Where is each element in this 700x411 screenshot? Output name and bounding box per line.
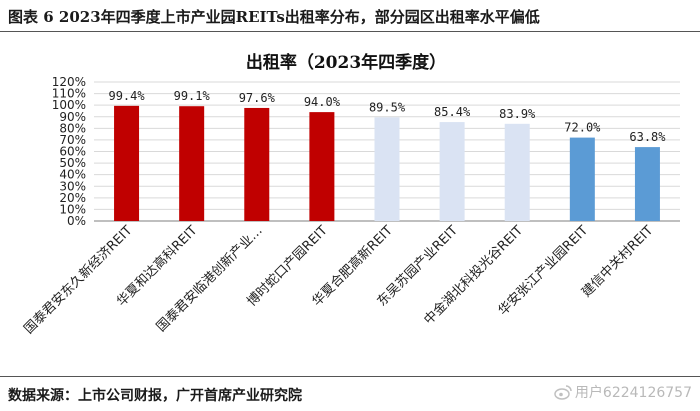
y-tick-label: 50%: [59, 156, 86, 170]
bar-value-label: 97.6%: [239, 91, 276, 105]
bar: [504, 123, 530, 221]
weibo-icon: [554, 385, 572, 400]
bar-value-label: 72.0%: [564, 121, 601, 135]
y-tick-label: 60%: [59, 145, 86, 159]
bar: [309, 112, 335, 221]
bar: [634, 147, 660, 221]
y-tick-label: 10%: [59, 202, 86, 216]
bar: [244, 107, 270, 221]
bar-value-label: 89.5%: [369, 100, 406, 114]
y-tick-label: 0%: [67, 214, 86, 228]
bar-value-label: 85.4%: [434, 105, 471, 119]
source-note: 数据来源：上市公司财报，广开首席产业研究院: [8, 388, 302, 404]
y-tick-label: 120%: [52, 75, 86, 89]
y-tick-label: 20%: [59, 191, 86, 205]
weibo-watermark: 用户6224126757: [554, 382, 692, 402]
bar-value-label: 99.1%: [174, 89, 211, 103]
bar-value-label: 94.0%: [304, 95, 341, 109]
figure-title: 图表 6 2023年四季度上市产业园REITs出租率分布，部分园区出租率水平偏低: [8, 8, 540, 26]
x-tick-label: 国泰君安临港创新产业…: [153, 223, 265, 335]
chart-title: 出租率（2023年四季度）: [246, 52, 446, 73]
top-rule: [0, 31, 700, 32]
bar: [569, 137, 595, 221]
bar-value-label: 99.4%: [108, 89, 145, 103]
bar: [114, 105, 140, 221]
y-tick-label: 100%: [52, 98, 86, 112]
bar: [179, 106, 205, 221]
bar-value-label: 83.9%: [499, 107, 536, 121]
x-tick-label: 建信中关村REIT: [579, 223, 656, 300]
bottom-rule: [0, 376, 700, 377]
bar: [374, 117, 400, 221]
y-tick-label: 90%: [59, 110, 86, 124]
watermark-text: 用户6224126757: [574, 385, 692, 401]
x-tick-label: 国泰君安东久新经济REIT: [21, 222, 136, 337]
bar-value-label: 63.8%: [629, 130, 666, 144]
y-tick-label: 30%: [59, 179, 86, 193]
y-tick-label: 110%: [52, 87, 86, 101]
bar: [439, 122, 465, 221]
y-tick-label: 70%: [59, 133, 86, 147]
bar-chart: 出租率（2023年四季度） 0%10%20%30%40%50%60%70%80%…: [21, 52, 680, 337]
y-tick-label: 40%: [59, 168, 86, 182]
y-tick-label: 80%: [59, 121, 86, 135]
